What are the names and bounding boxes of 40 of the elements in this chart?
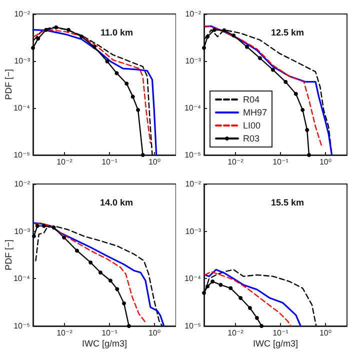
y-tick-label: 10⁻⁵ <box>184 150 201 160</box>
y-tick-label: 10⁻⁵ <box>14 322 30 330</box>
y-tick-label: 10⁻² <box>14 10 30 18</box>
y-tick-label: 10⁻³ <box>185 56 202 66</box>
y-tick-label: 10⁻⁵ <box>184 322 201 330</box>
legend-label: MH97 <box>243 108 268 118</box>
y-tick-label: 10⁻⁵ <box>14 150 30 160</box>
y-tick-label: 10⁻² <box>185 10 202 18</box>
y-tick-label: 10⁻³ <box>185 226 202 236</box>
y-tick-label: 10⁻⁴ <box>13 274 31 284</box>
y-axis-title: PDF [−] <box>4 240 14 270</box>
y-tick-label: 10⁻² <box>14 180 30 188</box>
x-axis-title: IWC [g/m3] <box>252 338 298 348</box>
x-tick-label: 10⁰ <box>319 328 332 338</box>
x-tick-label: 10⁻² <box>228 328 244 338</box>
text: 15.5 km <box>270 198 304 208</box>
y-tick-label: 10⁻⁴ <box>13 104 31 112</box>
y-axis-title: PDF [−] <box>4 69 14 100</box>
text: 14.0 km <box>100 198 134 208</box>
text: 12.5 km <box>270 28 304 38</box>
x-tick-label: 10⁻¹ <box>272 158 289 166</box>
y-tick-label: 10⁻³ <box>14 56 30 66</box>
x-tick-label: 10⁰ <box>148 328 161 338</box>
legend-label: R03 <box>243 134 260 144</box>
y-tick-label: 10⁻³ <box>14 226 30 236</box>
text: 11.0 km <box>100 28 134 38</box>
y-tick-label: 10⁻⁴ <box>184 274 202 284</box>
x-tick-label: 10⁻¹ <box>102 328 118 338</box>
y-tick-label: 10⁻² <box>185 180 202 188</box>
x-tick-label: 10⁻² <box>56 158 73 166</box>
x-tick-label: 10⁻² <box>228 158 244 166</box>
x-tick-label: 10⁻¹ <box>102 158 118 166</box>
x-tick-label: 10⁻¹ <box>272 328 289 338</box>
x-tick-label: 10⁰ <box>319 158 332 166</box>
x-tick-label: 10⁻² <box>56 328 73 338</box>
legend-label: LI00 <box>243 120 261 130</box>
legend-label: R04 <box>243 94 260 104</box>
y-tick-label: 10⁻⁴ <box>184 104 202 112</box>
x-axis-title: IWC [g/m3] <box>82 338 128 348</box>
x-tick-label: 10⁰ <box>148 158 161 166</box>
